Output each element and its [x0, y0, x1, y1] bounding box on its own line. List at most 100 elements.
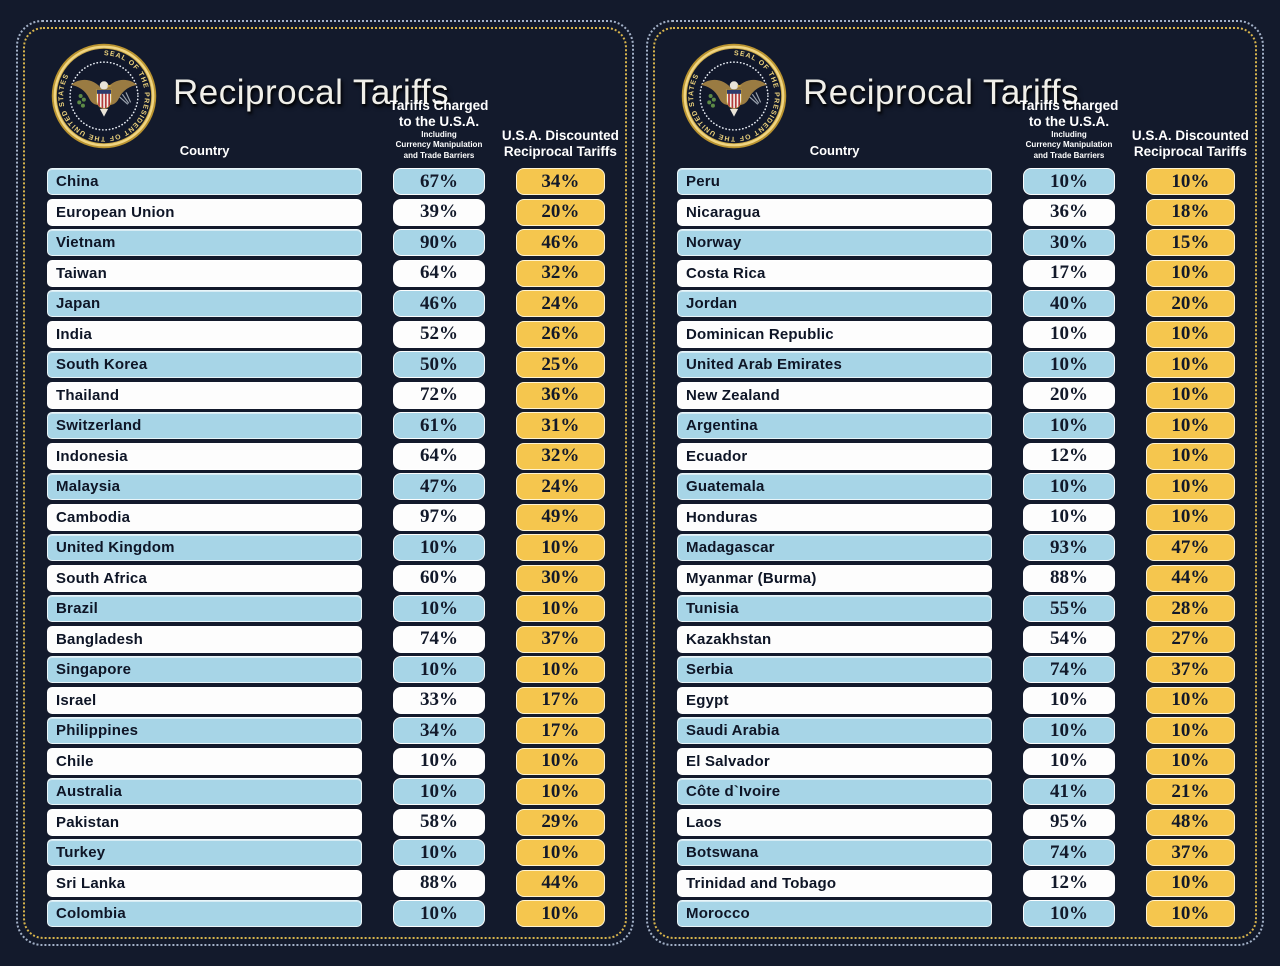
- country-name: Peru: [686, 173, 721, 190]
- discounted-tariff-value: 29%: [515, 808, 605, 836]
- table-row: Nicaragua 36% 18%: [677, 198, 1235, 226]
- table-row: Egypt 10% 10%: [677, 686, 1235, 714]
- country-cell: Guatemala: [677, 473, 993, 500]
- charged-tariff-value: 74%: [1022, 656, 1116, 683]
- country-cell: Switzerland: [47, 412, 363, 439]
- charged-tariff-value: 88%: [392, 869, 486, 897]
- charged-tariff-value: 12%: [1022, 442, 1116, 470]
- discounted-tariff-value: 44%: [515, 869, 605, 897]
- tariff-table-left: China 67% 34% European Union 39% 20% Vietnam 90…: [47, 168, 605, 927]
- discounted-tariff-value: 10%: [1145, 686, 1235, 714]
- country-name: Dominican Republic: [686, 325, 834, 343]
- country-name: Colombia: [56, 905, 126, 922]
- country-name: Argentina: [686, 417, 758, 434]
- table-row: Peru 10% 10%: [677, 168, 1235, 195]
- country-cell: Trinidad and Tobago: [677, 869, 993, 897]
- charged-tariff-value: 10%: [1022, 412, 1116, 439]
- table-row: Argentina 10% 10%: [677, 412, 1235, 439]
- table-row: Switzerland 61% 31%: [47, 412, 605, 439]
- country-name: Sri Lanka: [56, 874, 126, 892]
- charged-tariff-value: 10%: [1022, 900, 1116, 927]
- table-row: United Kingdom 10% 10%: [47, 534, 605, 561]
- country-name: South Africa: [56, 569, 148, 587]
- charged-tariff-value: 10%: [392, 747, 486, 775]
- charged-tariff-value: 10%: [1022, 686, 1116, 714]
- country-cell: Thailand: [47, 381, 363, 409]
- presidential-seal-icon: SEAL OF THE PRESIDENT OF THE UNITED STAT…: [51, 43, 157, 149]
- charged-tariff-value: 64%: [392, 259, 486, 287]
- charged-tariff-value: 95%: [1022, 808, 1116, 836]
- country-cell: South Africa: [47, 564, 363, 592]
- discounted-column-header: U.S.A. Discounted Reciprocal Tariffs: [1131, 128, 1249, 160]
- country-name: El Salvador: [686, 752, 770, 770]
- charged-tariff-value: 47%: [392, 473, 486, 500]
- country-name: Nicaragua: [686, 203, 761, 221]
- country-name: Myanmar (Burma): [686, 569, 817, 587]
- charged-tariff-value: 67%: [392, 168, 486, 195]
- country-name: Laos: [686, 813, 722, 831]
- table-row: Honduras 10% 10%: [677, 503, 1235, 531]
- seal-eagle: [701, 79, 767, 117]
- charged-tariff-value: 17%: [1022, 259, 1116, 287]
- table-row: Singapore 10% 10%: [47, 656, 605, 683]
- column-headers: Country Tariffs Charged to the U.S.A. In…: [677, 98, 1249, 161]
- table-row: Dominican Republic 10% 10%: [677, 320, 1235, 348]
- country-name: Vietnam: [56, 234, 116, 251]
- country-name: United Arab Emirates: [686, 356, 842, 373]
- column-headers: Country Tariffs Charged to the U.S.A. In…: [47, 98, 619, 161]
- discounted-tariff-value: 32%: [515, 442, 605, 470]
- discounted-tariff-value: 10%: [515, 778, 605, 805]
- table-row: Botswana 74% 37%: [677, 839, 1235, 866]
- discounted-tariff-value: 30%: [515, 564, 605, 592]
- country-name: United Kingdom: [56, 539, 175, 556]
- country-cell: Colombia: [47, 900, 363, 927]
- country-name: India: [56, 325, 93, 343]
- discounted-tariff-value: 10%: [515, 656, 605, 683]
- table-row: United Arab Emirates 10% 10%: [677, 351, 1235, 378]
- country-name: Japan: [56, 295, 101, 312]
- country-cell: Saudi Arabia: [677, 717, 993, 744]
- table-row: Bangladesh 74% 37%: [47, 625, 605, 653]
- table-row: Costa Rica 17% 10%: [677, 259, 1235, 287]
- charged-tariff-value: 10%: [1022, 747, 1116, 775]
- table-row: Morocco 10% 10%: [677, 900, 1235, 927]
- discounted-tariff-value: 10%: [1145, 351, 1235, 378]
- country-cell: Morocco: [677, 900, 993, 927]
- charged-tariff-value: 52%: [392, 320, 486, 348]
- charged-tariff-value: 10%: [1022, 320, 1116, 348]
- tariff-panel-right: SEAL OF THE PRESIDENT OF THE UNITED STAT…: [646, 20, 1264, 946]
- discounted-tariff-value: 10%: [1145, 503, 1235, 531]
- charged-tariff-value: 10%: [1022, 168, 1116, 195]
- table-row: South Africa 60% 30%: [47, 564, 605, 592]
- discounted-tariff-value: 10%: [1145, 747, 1235, 775]
- country-cell: Cambodia: [47, 503, 363, 531]
- country-cell: Norway: [677, 229, 993, 256]
- country-cell: Kazakhstan: [677, 625, 993, 653]
- discounted-tariff-value: 37%: [515, 625, 605, 653]
- table-row: Vietnam 90% 46%: [47, 229, 605, 256]
- discounted-tariff-value: 32%: [515, 259, 605, 287]
- country-cell: Madagascar: [677, 534, 993, 561]
- country-cell: Bangladesh: [47, 625, 363, 653]
- table-row: Norway 30% 15%: [677, 229, 1235, 256]
- table-row: Chile 10% 10%: [47, 747, 605, 775]
- country-name: Singapore: [56, 661, 132, 678]
- country-name: Egypt: [686, 691, 729, 709]
- charged-tariff-value: 10%: [392, 534, 486, 561]
- country-name: Serbia: [686, 661, 734, 678]
- discounted-tariff-value: 26%: [515, 320, 605, 348]
- charged-tariff-value: 41%: [1022, 778, 1116, 805]
- tariff-panel-left: SEAL OF THE PRESIDENT OF THE UNITED STAT…: [16, 20, 634, 946]
- charged-tariff-value: 33%: [392, 686, 486, 714]
- charged-tariff-value: 10%: [1022, 717, 1116, 744]
- discounted-tariff-value: 10%: [1145, 900, 1235, 927]
- country-cell: Serbia: [677, 656, 993, 683]
- panel-inner-left: SEAL OF THE PRESIDENT OF THE UNITED STAT…: [23, 27, 627, 939]
- country-cell: Sri Lanka: [47, 869, 363, 897]
- page-title: Reciprocal Tariffs: [803, 73, 1080, 112]
- country-name: Pakistan: [56, 813, 120, 831]
- charged-tariff-value: 74%: [392, 625, 486, 653]
- discounted-tariff-value: 36%: [515, 381, 605, 409]
- charged-tariff-value: 10%: [392, 839, 486, 866]
